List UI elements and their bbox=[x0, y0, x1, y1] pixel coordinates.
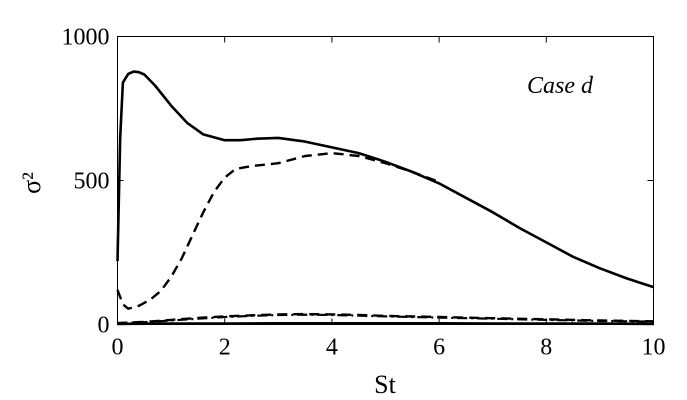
y-tick-label: 0 bbox=[98, 313, 110, 339]
series-line-2 bbox=[116, 151, 440, 310]
x-tick-label: 10 bbox=[642, 335, 666, 361]
x-axis-label: St bbox=[374, 370, 396, 399]
y-tick-label: 1000 bbox=[62, 25, 110, 51]
x-tick-label: 2 bbox=[219, 335, 231, 361]
x-tick-label: 4 bbox=[326, 335, 338, 361]
x-tick-label: 8 bbox=[540, 335, 552, 361]
series-group bbox=[116, 70, 654, 326]
case-annotation: Case d bbox=[527, 73, 594, 99]
y-axis-label: σ² bbox=[17, 172, 46, 194]
tick-labels: 0 2 4 6 8 10 0 500 1000 bbox=[62, 25, 666, 361]
x-tick-label: 6 bbox=[433, 335, 445, 361]
series-line-4 bbox=[117, 312, 654, 325]
series-line-5 bbox=[117, 321, 654, 326]
y-tick-label: 500 bbox=[74, 169, 110, 195]
x-tick-label: 0 bbox=[112, 335, 124, 361]
series-line-1 bbox=[116, 70, 654, 289]
